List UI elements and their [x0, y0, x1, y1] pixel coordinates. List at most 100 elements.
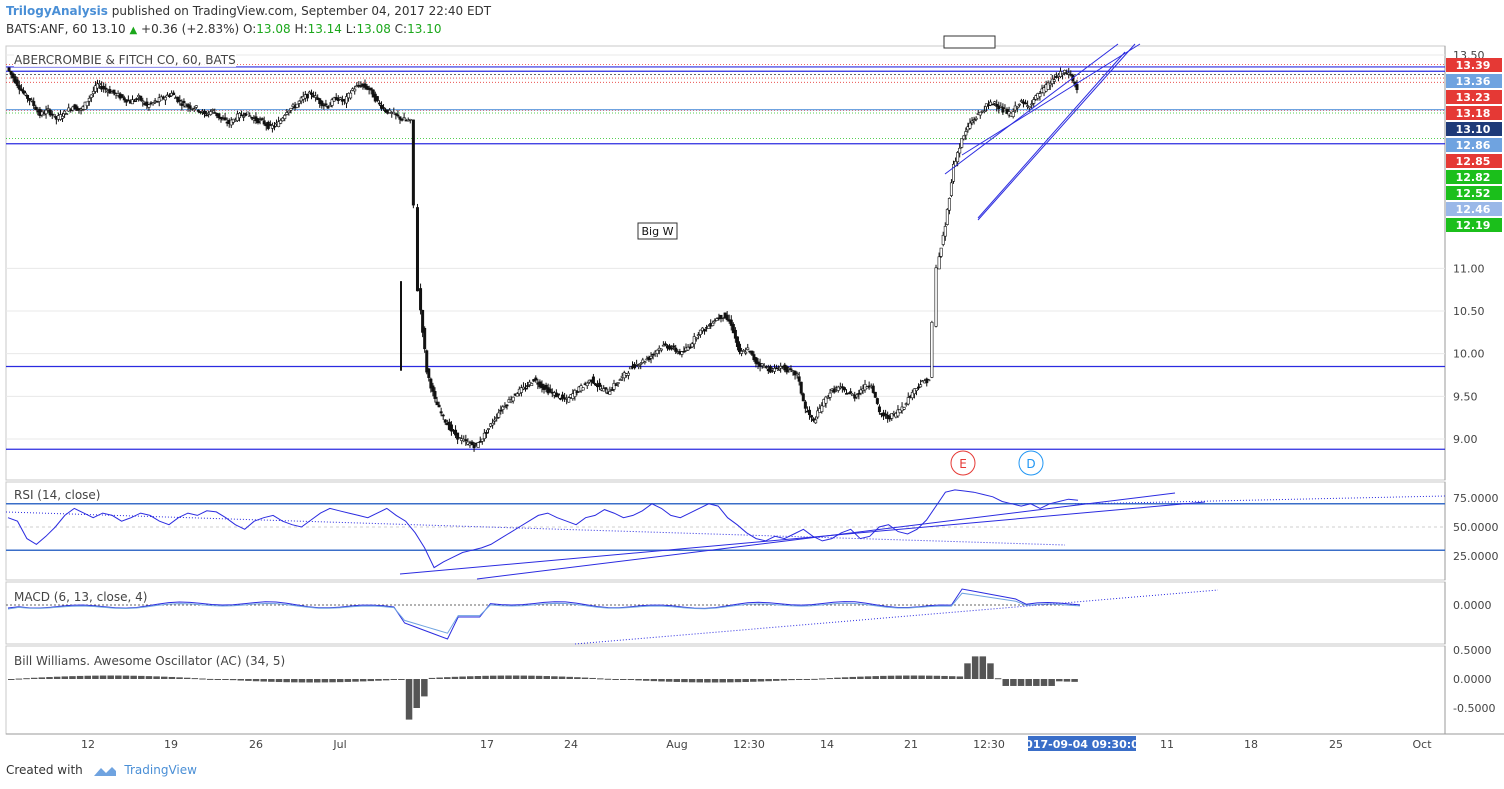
time-tick-label: 17 — [480, 738, 494, 751]
candle-body — [884, 413, 888, 416]
candle-body — [411, 119, 415, 206]
ao-panel: 0.5000 0.0000 -0.5000 — [8, 644, 1495, 720]
ao-bar — [505, 675, 512, 679]
candle-body — [89, 94, 93, 98]
ao-bar — [742, 679, 749, 683]
candle-body — [960, 138, 964, 148]
candle-body — [435, 401, 439, 406]
candle-body — [810, 415, 814, 418]
candle-body — [674, 347, 678, 352]
candle-body — [1024, 102, 1028, 105]
time-tick-label: Aug — [666, 738, 687, 751]
ao-bar — [987, 663, 994, 679]
ao-bar — [864, 676, 872, 679]
candle-body — [46, 108, 50, 110]
candle-body — [268, 124, 272, 126]
candle-body — [194, 105, 198, 108]
candle-body — [85, 101, 89, 106]
candle-body — [836, 386, 840, 391]
ao-bar — [61, 676, 69, 679]
candle-body — [415, 207, 419, 292]
ao-bar — [734, 679, 742, 683]
ao-bar — [8, 679, 15, 680]
time-tick-label: 12:30 — [973, 738, 1005, 751]
candle-body — [176, 96, 180, 103]
candle-body — [406, 119, 410, 122]
ao-bar — [84, 675, 91, 679]
crosshair-time-label: 2017-09-04 09:30:00 — [1018, 738, 1147, 751]
candle-body — [686, 346, 690, 351]
ao-bar — [558, 676, 566, 679]
candle-body — [934, 267, 938, 327]
candle-body — [295, 103, 299, 108]
ao-bar — [314, 679, 321, 683]
ao-bar — [642, 679, 650, 681]
ao-bar — [1063, 679, 1071, 682]
ao-tick-label: 0.5000 — [1453, 644, 1492, 657]
candle-body — [591, 376, 595, 384]
candle-body — [493, 419, 497, 422]
candle-body — [242, 116, 246, 118]
candle-body — [692, 336, 696, 345]
candle-body — [972, 119, 976, 122]
candle-body — [593, 383, 597, 386]
candle-body — [326, 105, 330, 109]
candle-body — [126, 99, 130, 102]
candle-body — [486, 428, 490, 430]
ao-bar — [971, 656, 979, 679]
candle-body — [1017, 103, 1021, 106]
candle-body — [993, 101, 997, 104]
candle-body — [982, 110, 986, 113]
ao-bar — [153, 676, 160, 679]
ao-bar — [237, 679, 244, 681]
macd-panel-title: MACD (6, 13, close, 4) — [14, 590, 148, 604]
ao-bar — [122, 675, 130, 679]
low-label: L: — [345, 22, 357, 36]
price-tick-label: 9.50 — [1453, 390, 1478, 403]
ao-bar — [336, 679, 344, 683]
price-label-tag — [1446, 186, 1502, 200]
candle-body — [698, 329, 702, 335]
ao-bar — [773, 679, 780, 681]
candle-body — [1011, 111, 1015, 117]
ao-bar — [291, 679, 298, 683]
candle-body — [1030, 103, 1034, 106]
close-label: C: — [394, 22, 408, 36]
ao-bar — [574, 677, 581, 679]
candle-body — [828, 392, 832, 398]
candle-body — [618, 379, 622, 381]
ao-bar — [903, 675, 910, 679]
candle-body — [524, 387, 528, 390]
candle-body — [561, 394, 565, 398]
time-tick-label: 14 — [820, 738, 834, 751]
candle-body — [260, 118, 264, 120]
ao-bar — [260, 679, 267, 682]
candle-body — [441, 414, 445, 417]
candle-body — [168, 95, 172, 98]
candle-body — [890, 413, 894, 419]
author-link[interactable]: TrilogyAnalysis — [6, 4, 108, 18]
candle-body — [793, 370, 797, 376]
candle-body — [371, 89, 375, 98]
tradingview-link[interactable]: TradingView — [124, 763, 197, 777]
candle-body — [612, 383, 616, 390]
candle-body — [865, 386, 869, 389]
ao-bar — [1040, 679, 1048, 686]
ao-bar — [895, 675, 902, 679]
candle-body — [789, 368, 793, 371]
ao-bar — [528, 675, 535, 679]
candle-body — [9, 70, 13, 75]
candle-body — [910, 392, 914, 399]
candle-body — [814, 419, 818, 424]
ao-bar — [1010, 679, 1017, 686]
ao-bar — [788, 679, 795, 681]
candle-body — [408, 119, 412, 121]
candle-body — [795, 373, 799, 376]
candle-body — [102, 85, 106, 89]
candle-body — [104, 87, 108, 90]
candle-body — [437, 404, 441, 408]
candle-body — [725, 314, 729, 320]
candle-body — [614, 384, 618, 386]
candle-body — [63, 110, 67, 114]
